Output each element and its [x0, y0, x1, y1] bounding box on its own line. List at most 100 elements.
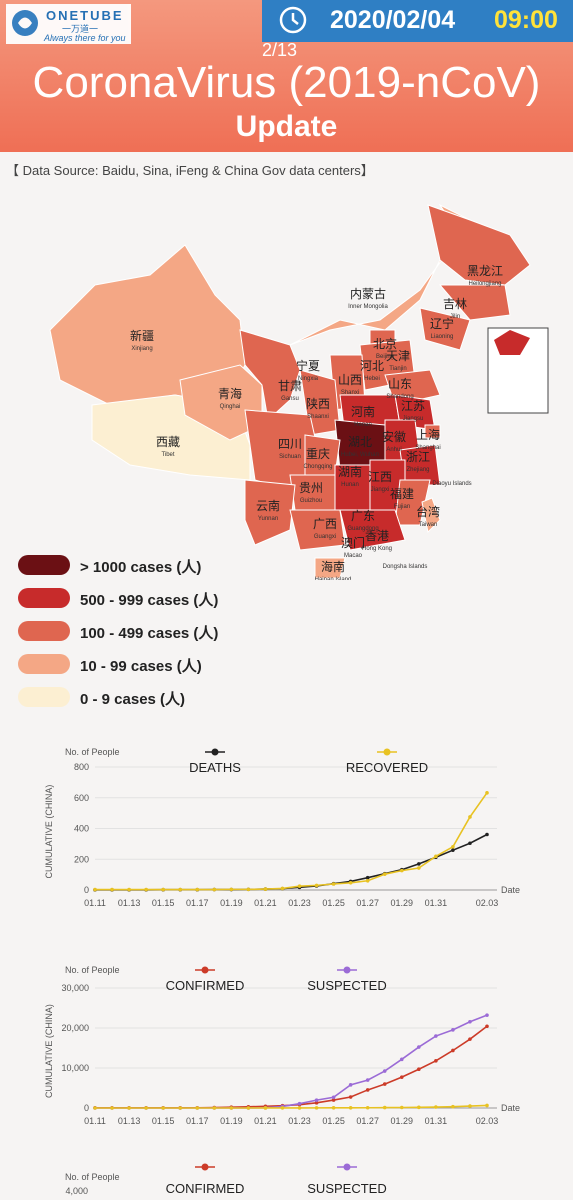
- map-label-cn: 江苏: [401, 399, 425, 413]
- taiwan-region: [421, 497, 441, 534]
- data-point: [382, 1069, 387, 1073]
- x-tick-label: 01.27: [356, 898, 379, 908]
- brand-cn: 一万道一: [62, 24, 99, 34]
- brand-tagline: Always there for you: [44, 33, 126, 43]
- data-point: [314, 1101, 319, 1105]
- map-label-cn: 台湾: [416, 504, 440, 519]
- map-label-cn: 福建: [390, 486, 414, 501]
- legend-swatch: [18, 621, 70, 641]
- map-label-en: Beijing: [376, 354, 394, 360]
- y-tick-label: 10,000: [61, 1063, 89, 1073]
- data-point: [331, 1106, 336, 1110]
- series-legend-label: CONFIRMED: [166, 978, 245, 993]
- map-label-cn: 广东: [351, 509, 375, 523]
- legend-swatch: [18, 654, 70, 674]
- hainan-region: [314, 557, 346, 579]
- data-point: [314, 883, 319, 888]
- map-label-en: Jiangxi: [371, 487, 390, 493]
- map-label-en: Hunan: [341, 482, 359, 488]
- series-line: [95, 1014, 488, 1109]
- jilin-region: [438, 284, 511, 321]
- map-label-en: Shanghai: [415, 445, 440, 451]
- x-tick-label: 01.15: [152, 898, 175, 908]
- data-point: [331, 882, 336, 886]
- data-point: [348, 880, 353, 885]
- legend-swatch: [18, 588, 70, 608]
- data-point: [451, 1104, 455, 1109]
- data-point: [382, 1105, 387, 1110]
- y-axis-top-label: No. of People: [65, 965, 120, 975]
- data-point: [195, 1106, 200, 1110]
- map-label-en: Shaanxi: [307, 414, 329, 420]
- map-label-en: Hubei, Wuhan: [341, 452, 379, 458]
- data-point: [468, 1019, 472, 1024]
- data-point: [485, 1013, 489, 1017]
- data-point: [468, 1104, 472, 1108]
- map-label-en: Fujian: [394, 504, 410, 510]
- y-tick-label: 800: [74, 762, 89, 772]
- data-point: [144, 1106, 148, 1110]
- map-label-cn: 云南: [256, 498, 280, 513]
- x-tick-label: 01.13: [118, 1116, 141, 1126]
- data-point: [417, 1105, 421, 1110]
- map-label-en: Anhui: [386, 447, 401, 453]
- map-label-en: Taiwan: [419, 522, 438, 528]
- data-point: [178, 1106, 183, 1110]
- date-box: 2020/02/04 09:00: [262, 0, 573, 42]
- x-tick-label: 01.23: [288, 898, 311, 908]
- series-legend-label: SUSPECTED: [307, 978, 386, 993]
- x-tick-label: 01.21: [254, 1116, 277, 1126]
- x-tick-label: 01.29: [391, 898, 414, 908]
- data-source: 【 Data Source: Baidu, Sina, iFeng & Chin…: [6, 163, 374, 178]
- data-point: [434, 854, 438, 859]
- data-point: [161, 887, 165, 892]
- data-point: [485, 791, 489, 795]
- data-point: [417, 862, 421, 866]
- data-point: [110, 1106, 114, 1110]
- y-tick-label: 600: [74, 793, 89, 803]
- series-legend-label: RECOVERED: [346, 760, 428, 775]
- y-tick-label: 400: [74, 824, 89, 834]
- data-point: [399, 1057, 404, 1062]
- data-point: [280, 1106, 285, 1110]
- map-label-cn: 天津: [386, 349, 410, 363]
- map-label-en: Xinjiang: [131, 346, 152, 352]
- map-label-cn: 湖南: [338, 464, 362, 479]
- map-label-cn: 广西: [313, 517, 337, 531]
- map-label-en: Qinghai: [220, 404, 241, 410]
- map-label-cn: 四川: [278, 437, 302, 451]
- data-point: [297, 884, 302, 888]
- x-tick-label: 01.27: [356, 1116, 379, 1126]
- data-point: [365, 875, 370, 880]
- series-legend-label: DEATHS: [189, 760, 241, 775]
- shanghai-region: [424, 424, 441, 439]
- map-label-en: Gansu: [281, 396, 299, 402]
- map-label-en: Hainan Island: [315, 577, 352, 580]
- map-label-en: Dongsha Islands: [383, 564, 428, 570]
- data-point: [417, 1067, 421, 1072]
- map-label-en: Hebei: [364, 376, 380, 382]
- y-tick-label: 20,000: [61, 1023, 89, 1033]
- y-tick-label: 200: [74, 854, 89, 864]
- map-label-en: Tianjin: [389, 366, 406, 372]
- map-label-en: Tibet: [161, 452, 174, 458]
- data-point: [348, 1095, 353, 1099]
- x-tick-label: 01.11: [84, 898, 106, 908]
- map-label-en: Yunnan: [258, 516, 278, 522]
- map-label-cn: 澳门: [341, 535, 365, 550]
- data-point: [93, 1106, 97, 1110]
- x-tick-label: 01.11: [84, 1116, 106, 1126]
- map-label-cn: 海南: [321, 559, 345, 574]
- y-axis-label: CUMULATIVE (CHINA): [44, 1004, 54, 1098]
- data-point: [212, 887, 217, 892]
- data-point: [144, 887, 148, 892]
- data-point: [399, 1105, 404, 1110]
- data-point: [468, 1037, 472, 1041]
- map-label-cn: 安徽: [382, 429, 406, 444]
- data-point: [348, 1083, 353, 1087]
- data-point: [434, 1105, 438, 1109]
- data-point: [212, 1106, 217, 1110]
- confirmed-suspected-chart-partial: No. of People 4,000 CONFIRMED SUSPECTED: [65, 1163, 387, 1196]
- map-label-en: Heilongjiang: [468, 281, 501, 287]
- onetube-logo-icon: [12, 10, 38, 36]
